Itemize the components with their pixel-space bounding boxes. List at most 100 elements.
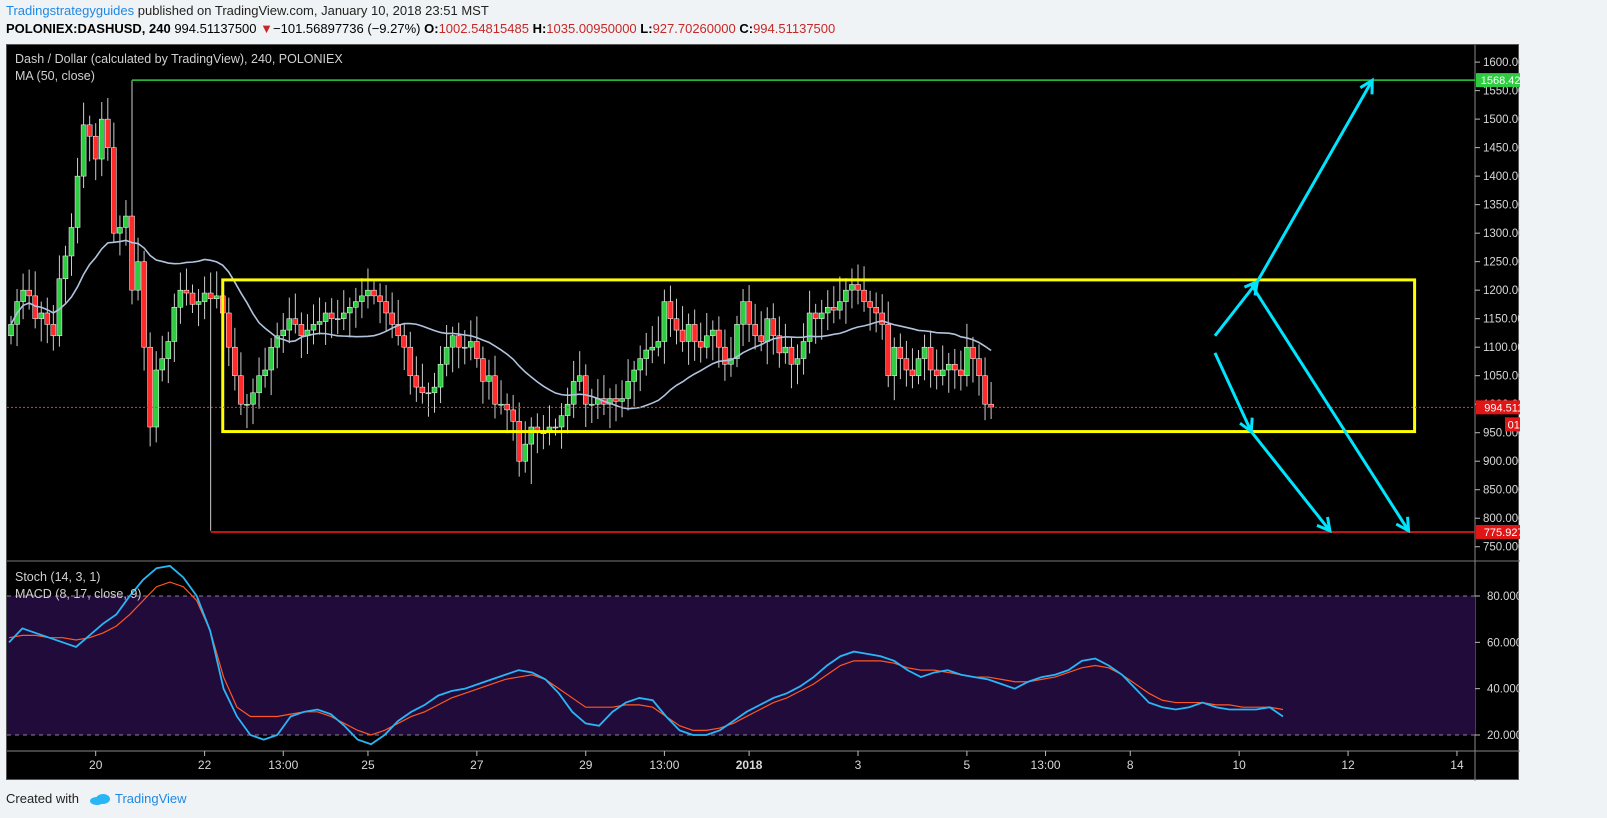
candle-body xyxy=(359,295,365,302)
arrow-shaft xyxy=(1250,430,1332,532)
candle-body xyxy=(764,318,770,342)
candle-body xyxy=(927,346,934,371)
ma-legend: MA (50, close) xyxy=(15,69,95,83)
stoch-k-line xyxy=(8,564,1284,746)
candle-body xyxy=(117,227,123,234)
candle-body xyxy=(419,386,426,394)
candle-body xyxy=(129,215,135,291)
candle-body xyxy=(153,369,159,428)
candle-body xyxy=(292,318,299,325)
candle-body xyxy=(274,335,280,348)
candle-body xyxy=(867,301,873,308)
candle-body xyxy=(262,369,268,376)
price-tick-label: 750.00000000 xyxy=(1483,542,1520,554)
candle-body xyxy=(752,324,758,337)
candle-body xyxy=(213,295,220,299)
candle-body xyxy=(685,324,692,342)
price-tick-label: 850.00000000 xyxy=(1483,485,1520,497)
candle-body xyxy=(800,341,807,359)
candle-body xyxy=(341,312,347,319)
candle-body xyxy=(99,118,105,160)
down-arrow-icon: ▼ xyxy=(260,21,274,36)
candle-body xyxy=(8,324,14,337)
ohlc-header: POLONIEX:DASHUSD, 240 994.51137500 ▼−101… xyxy=(6,21,835,36)
candle-body xyxy=(891,346,898,376)
candle-body xyxy=(637,358,643,371)
candle-body xyxy=(280,329,286,337)
ma-line xyxy=(10,239,992,410)
candle-body xyxy=(697,341,704,348)
stoch-tick-label: 80.0000 xyxy=(1487,591,1520,603)
candle-body xyxy=(958,369,964,376)
tradingview-cloud-icon xyxy=(89,793,110,805)
tradingview-link[interactable]: TradingView xyxy=(114,791,187,806)
candle-body xyxy=(812,312,819,319)
candle-body xyxy=(431,386,438,394)
candle-body xyxy=(74,175,81,228)
candle-body xyxy=(141,261,147,348)
time-tick-label: 3 xyxy=(855,758,862,772)
candle-body xyxy=(558,415,565,428)
candle-body xyxy=(988,403,994,408)
candle-body xyxy=(298,324,305,337)
candle-body xyxy=(159,358,165,371)
author-link[interactable]: Tradingstrategyguides xyxy=(6,3,135,18)
candle-body xyxy=(165,341,172,359)
time-tick-label: 10 xyxy=(1232,758,1246,772)
price-tick-label: 1250.00000000 xyxy=(1483,257,1520,269)
candle-body xyxy=(570,381,577,405)
candle-body xyxy=(643,349,649,359)
candle-body xyxy=(455,335,462,348)
open-label: O: xyxy=(424,21,439,36)
candle-body xyxy=(946,364,952,371)
chart-frame[interactable]: 1600.00000000 1550.00000000 1500.00000000 1… xyxy=(6,44,1520,781)
candle-body xyxy=(691,324,698,342)
time-tick-label: 12 xyxy=(1341,758,1355,772)
candle-body xyxy=(631,369,637,382)
time-tick-label: 14 xyxy=(1450,758,1464,772)
symbol-label: POLONIEX:DASHUSD, 240 xyxy=(6,21,171,36)
candle-body xyxy=(353,301,359,308)
time-tick-label: 29 xyxy=(579,758,593,772)
chart-svg[interactable]: 1600.00000000 1550.00000000 1500.00000000 1… xyxy=(7,45,1520,781)
candle-body xyxy=(903,358,910,371)
candle-body xyxy=(619,398,625,402)
candle-body xyxy=(704,335,710,348)
candle-body xyxy=(837,301,843,311)
candle-body xyxy=(44,312,51,325)
candle-body xyxy=(758,335,764,342)
close-label: C: xyxy=(739,21,754,36)
candle-body xyxy=(123,215,129,228)
candle-body xyxy=(716,329,722,348)
candle-body xyxy=(310,324,317,331)
candle-body xyxy=(183,289,190,294)
price-tick-label: 1150.00000000 xyxy=(1483,314,1520,326)
candle-body xyxy=(825,307,831,314)
stoch-tick-label: 20.0000 xyxy=(1487,730,1520,742)
candle-body xyxy=(395,324,401,337)
stoch-band xyxy=(7,596,1475,735)
candle-body xyxy=(843,289,849,302)
candle-body xyxy=(377,295,383,302)
candle-body xyxy=(855,284,861,291)
candle-body xyxy=(589,403,595,406)
candle-body xyxy=(873,307,879,314)
candle-body xyxy=(250,392,256,405)
arrow-head xyxy=(1395,516,1411,534)
time-tick-label: 13:00 xyxy=(649,758,679,772)
candle-body xyxy=(437,364,444,388)
candle-body xyxy=(238,375,244,405)
candle-body xyxy=(498,403,504,406)
time-tick-label: 20 xyxy=(89,758,103,772)
bottom-level-label: 775.92763016 xyxy=(1484,527,1520,539)
candle-body xyxy=(111,147,117,234)
candle-body xyxy=(135,261,141,291)
candle-body xyxy=(232,346,238,376)
candle-body xyxy=(576,375,583,382)
candle-body xyxy=(383,301,389,314)
price-tick-label: 1500.00000000 xyxy=(1483,114,1520,126)
arrow-head xyxy=(1359,77,1374,95)
candle-body xyxy=(50,324,57,337)
candle-body xyxy=(673,318,680,331)
candle-body xyxy=(613,398,619,402)
